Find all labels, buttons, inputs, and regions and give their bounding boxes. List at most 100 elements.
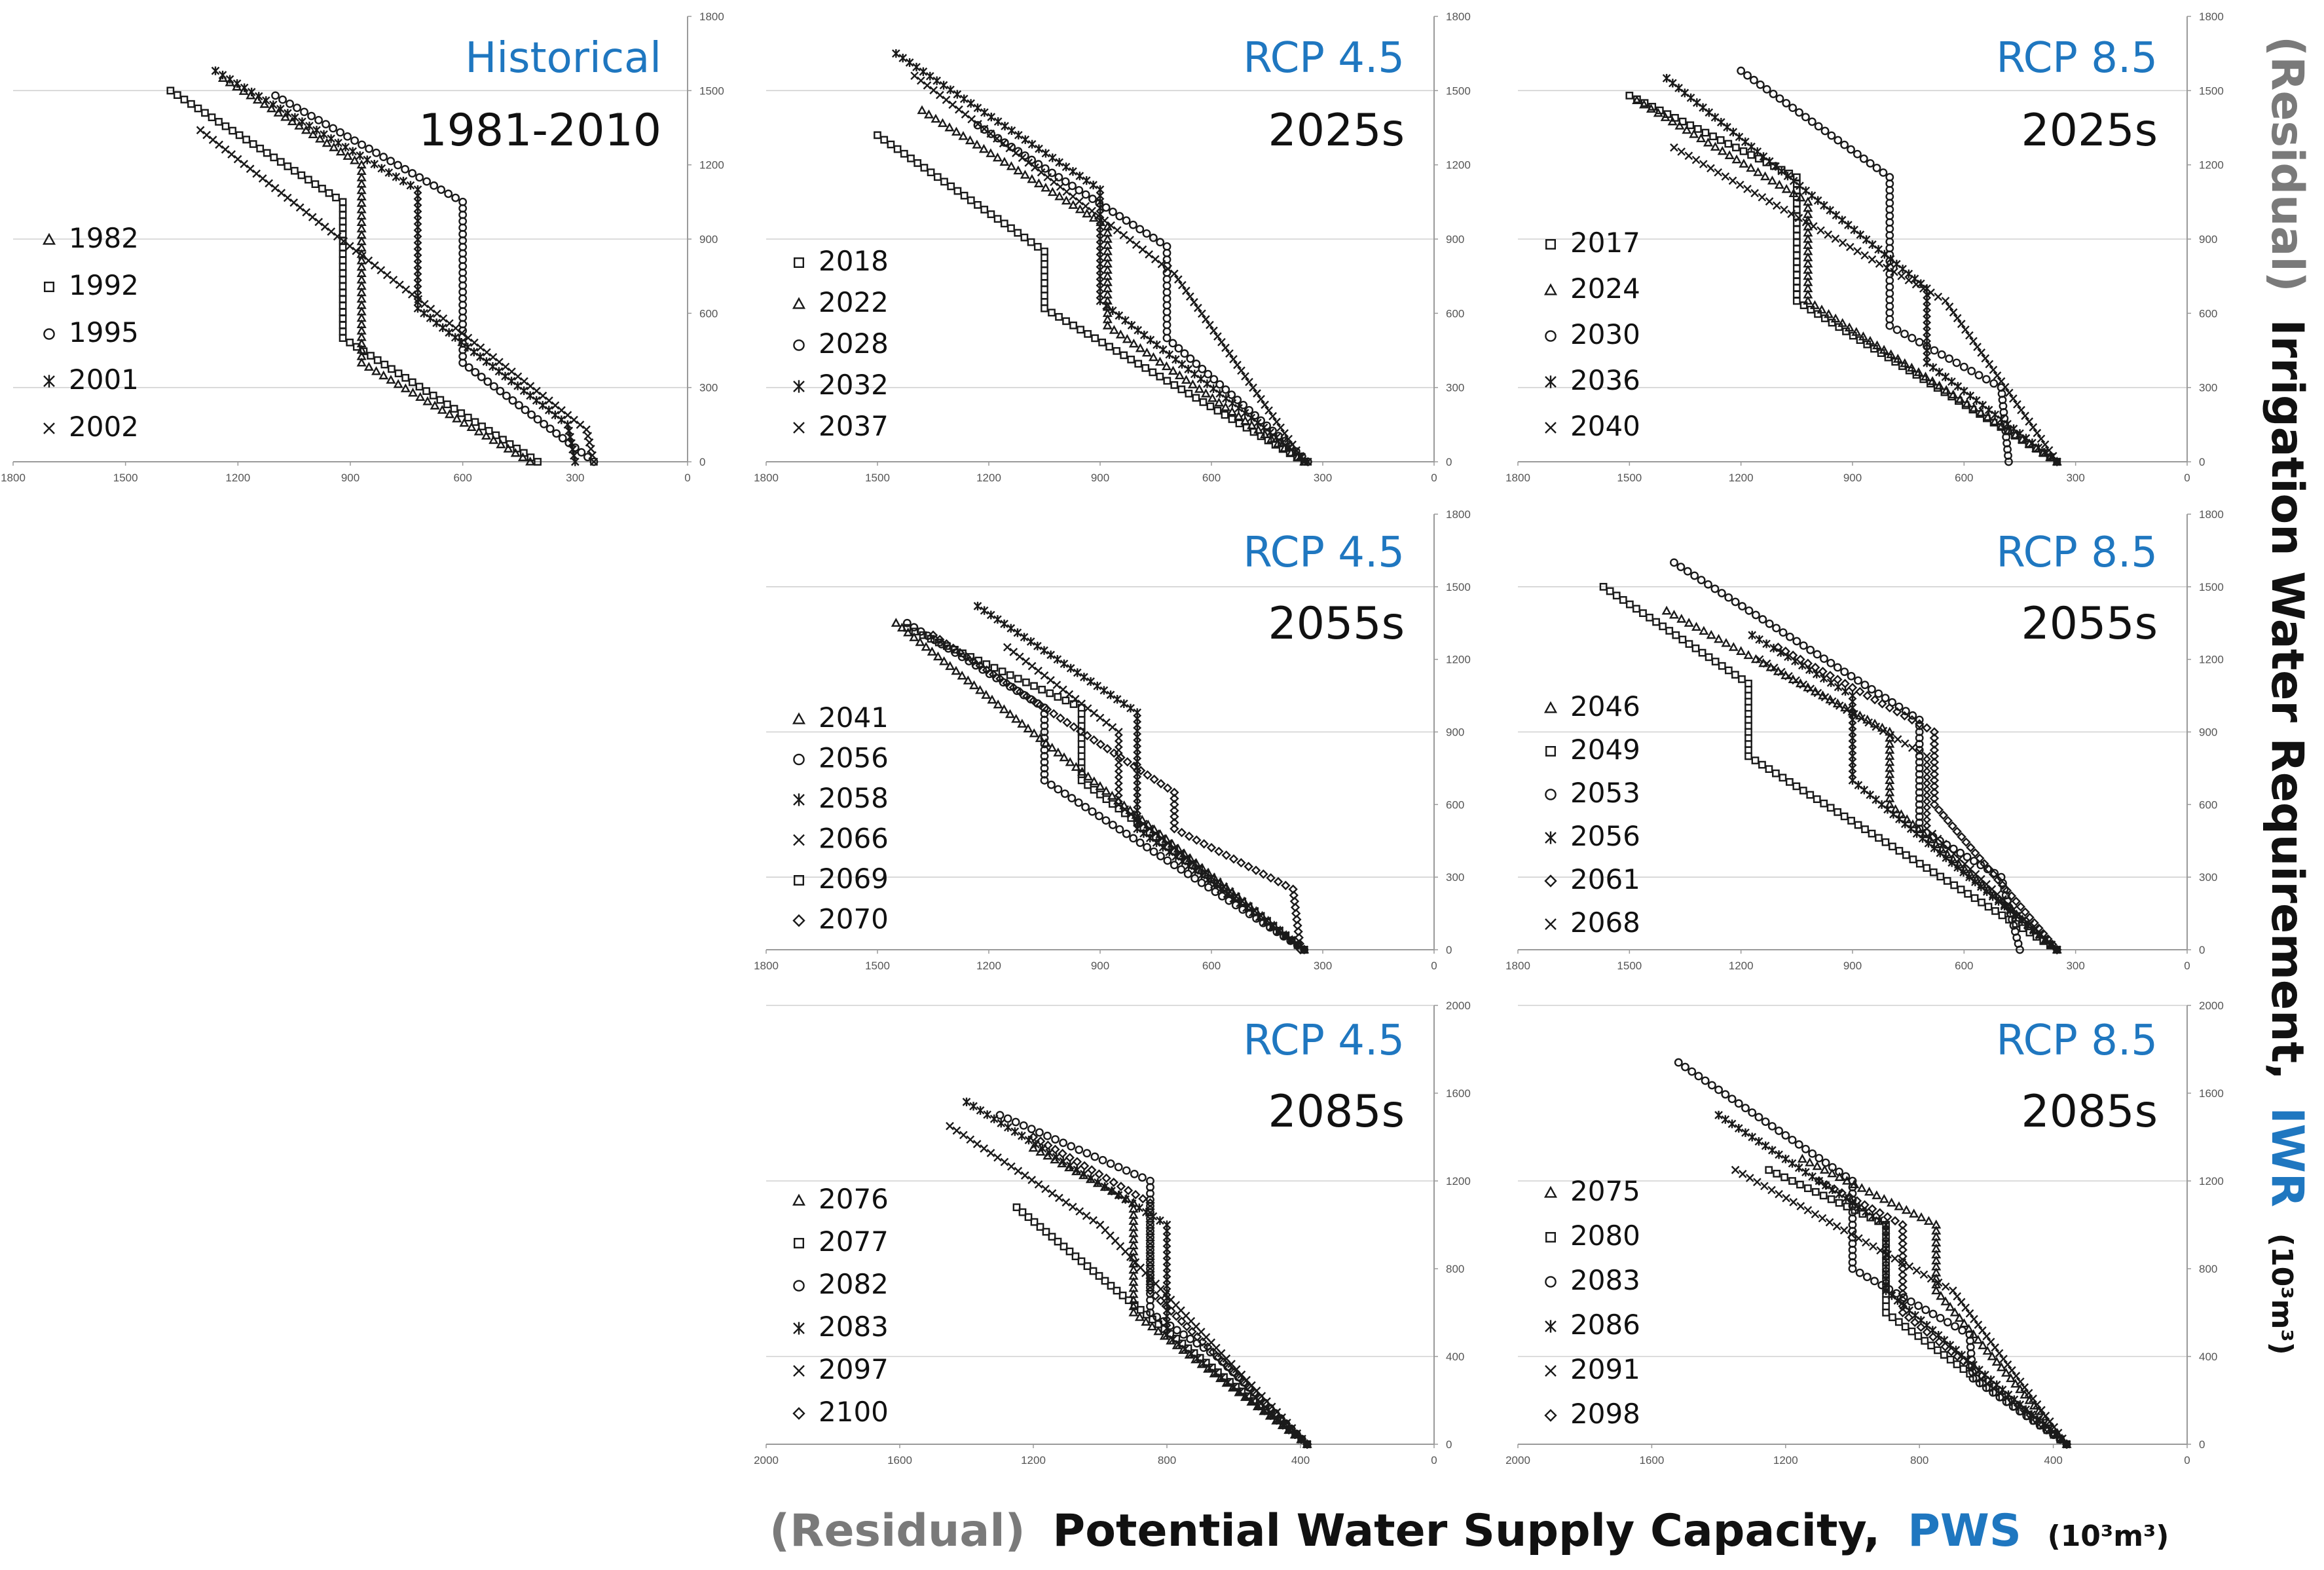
data-point-diamond bbox=[1970, 848, 1980, 858]
data-point-diamond bbox=[1934, 805, 1944, 815]
data-point-x bbox=[1052, 681, 1061, 690]
y-tick-label: 300 bbox=[1446, 871, 1464, 884]
data-point-x bbox=[588, 451, 597, 460]
data-point-circle bbox=[1854, 676, 1862, 685]
data-point-circle bbox=[1233, 396, 1242, 404]
data-point-x bbox=[2004, 388, 2014, 398]
data-point-triangle bbox=[1646, 103, 1656, 113]
data-point-triangle bbox=[891, 618, 901, 627]
data-point-x bbox=[1743, 185, 1752, 193]
data-point-circle bbox=[1122, 829, 1131, 838]
x-axis-title-residual: (Residual) bbox=[769, 1505, 1025, 1557]
data-point-square bbox=[1765, 765, 1773, 774]
data-point-x bbox=[1923, 764, 1931, 773]
data-point-triangle bbox=[1906, 362, 1917, 372]
data-point-circle bbox=[1751, 610, 1760, 620]
data-point-triangle bbox=[987, 694, 997, 704]
data-point-square bbox=[1652, 618, 1660, 626]
data-point-circle bbox=[379, 153, 388, 162]
data-point-square bbox=[339, 327, 347, 336]
data-point-circle bbox=[1741, 1104, 1750, 1113]
data-point-square bbox=[1984, 903, 1993, 911]
legend-label: 2049 bbox=[1570, 734, 1640, 766]
data-point-square bbox=[1192, 394, 1200, 402]
data-point-x bbox=[1041, 1184, 1050, 1193]
data-point-square bbox=[1646, 613, 1653, 622]
data-point-circle bbox=[1027, 1125, 1036, 1134]
data-point-star bbox=[457, 337, 466, 347]
data-point-square bbox=[1640, 99, 1649, 107]
data-point-star bbox=[1991, 410, 1999, 419]
data-point-square bbox=[1134, 360, 1143, 368]
data-point-x bbox=[986, 1149, 995, 1157]
data-point-x bbox=[240, 160, 249, 168]
data-point-triangle bbox=[903, 627, 913, 637]
data-point-diamond bbox=[1156, 1296, 1166, 1306]
data-point-circle bbox=[902, 618, 912, 627]
data-point-x bbox=[1869, 1242, 1877, 1251]
data-point-square bbox=[339, 334, 347, 342]
data-point-square bbox=[1599, 582, 1608, 591]
data-point-square bbox=[1820, 314, 1829, 322]
data-point-diamond bbox=[1845, 1192, 1854, 1202]
data-point-x bbox=[582, 425, 591, 434]
data-point-star bbox=[1741, 1128, 1750, 1137]
data-point-x bbox=[2025, 417, 2034, 426]
data-point-x bbox=[333, 232, 342, 241]
legend-label: 2030 bbox=[1570, 318, 1640, 350]
data-point-square bbox=[1914, 1332, 1923, 1340]
data-point-square bbox=[1847, 817, 1855, 825]
data-point-triangle bbox=[329, 142, 339, 151]
panel-period-label: 2025s bbox=[1268, 105, 1405, 157]
legend-label: 2037 bbox=[819, 410, 889, 442]
data-point-circle bbox=[1048, 168, 1056, 178]
data-point-diamond bbox=[1170, 793, 1179, 804]
data-point-star bbox=[1759, 152, 1768, 161]
legend-label: 2032 bbox=[819, 369, 889, 401]
legend-label: 2058 bbox=[819, 782, 889, 814]
legend-label: 2100 bbox=[819, 1396, 889, 1428]
data-point-diamond bbox=[1102, 743, 1113, 754]
data-point-square bbox=[1048, 1233, 1056, 1241]
data-point-diamond bbox=[1833, 675, 1843, 684]
data-point-circle bbox=[1239, 401, 1248, 409]
data-point-x bbox=[1276, 423, 1285, 432]
data-point-square bbox=[339, 276, 347, 284]
data-point-square bbox=[1843, 1203, 1851, 1210]
data-point-circle bbox=[1676, 563, 1686, 571]
data-point-diamond bbox=[1123, 1186, 1134, 1195]
data-point-diamond bbox=[1959, 1356, 1968, 1366]
data-point-square bbox=[1744, 679, 1752, 688]
data-point-triangle bbox=[932, 651, 944, 661]
data-point-square bbox=[1096, 791, 1104, 798]
data-point-diamond bbox=[1116, 1182, 1126, 1191]
data-point-square bbox=[290, 166, 299, 175]
data-point-triangle bbox=[1931, 1285, 1942, 1295]
data-point-circle bbox=[1043, 1131, 1052, 1140]
data-point-square bbox=[166, 86, 175, 95]
data-point-star bbox=[1900, 819, 1909, 829]
data-point-star bbox=[1808, 1172, 1817, 1181]
data-point-x bbox=[1706, 164, 1715, 173]
data-point-x bbox=[1777, 667, 1786, 677]
data-point-circle bbox=[1788, 1135, 1797, 1144]
data-point-x bbox=[1762, 659, 1771, 668]
data-point-triangle bbox=[1253, 424, 1264, 434]
data-point-x bbox=[952, 1126, 961, 1135]
data-point-x bbox=[1253, 389, 1261, 398]
data-point-star bbox=[1807, 191, 1817, 200]
data-point-star bbox=[211, 66, 220, 75]
data-point-star bbox=[2016, 429, 2024, 438]
data-point-diamond bbox=[1822, 1180, 1832, 1190]
data-point-star bbox=[1146, 335, 1155, 345]
x-tick-label: 600 bbox=[1955, 472, 1973, 484]
data-point-square bbox=[1998, 911, 2006, 920]
data-point-triangle bbox=[1234, 411, 1244, 421]
data-point-triangle bbox=[1141, 1317, 1151, 1326]
data-point-x bbox=[1173, 275, 1183, 284]
data-point-triangle bbox=[1280, 443, 1290, 452]
data-point-star bbox=[1075, 172, 1084, 181]
data-point-diamond bbox=[1929, 781, 1940, 791]
data-point-triangle bbox=[917, 105, 927, 115]
data-point-star bbox=[1754, 1137, 1763, 1146]
